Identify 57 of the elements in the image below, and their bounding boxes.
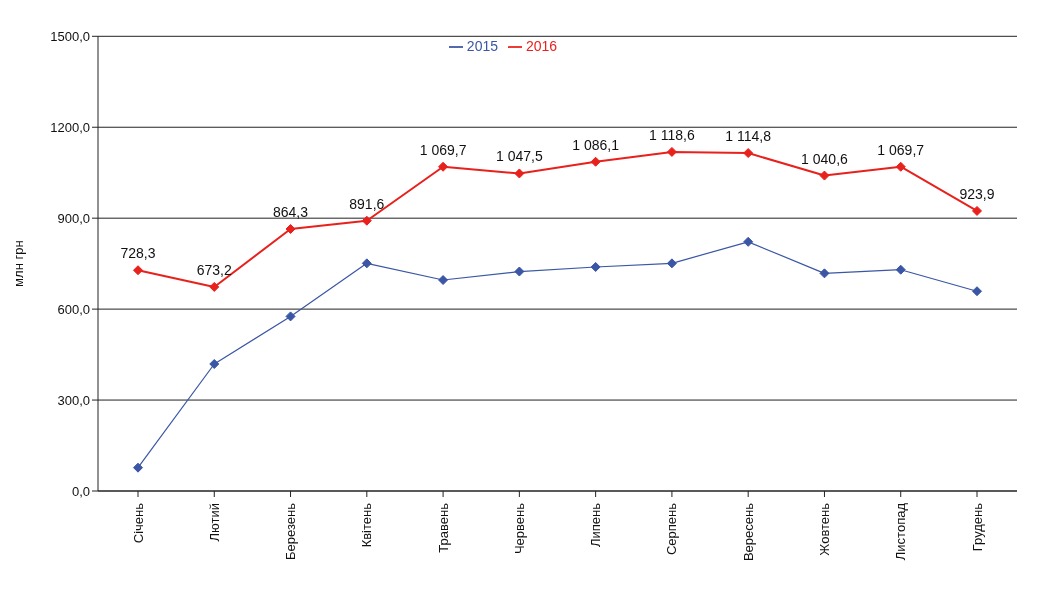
point xyxy=(819,170,830,181)
data-label: 1 069,7 xyxy=(877,141,925,158)
x-tick-label: Листопад xyxy=(893,502,909,561)
point xyxy=(285,224,296,234)
y-tick-label: 900,0 xyxy=(57,210,90,226)
legend-label: 2016 xyxy=(526,38,558,54)
x-tick-label: Травень xyxy=(435,502,451,553)
data-label: 673,2 xyxy=(196,261,232,278)
x-tick-label: Червень xyxy=(511,502,527,555)
data-label: 728,3 xyxy=(120,245,156,262)
data-label: 1 114,8 xyxy=(725,128,772,145)
point xyxy=(133,462,143,473)
x-tick-label: Жовтень xyxy=(816,502,832,556)
point xyxy=(209,281,220,292)
point xyxy=(514,266,525,277)
y-tick-label: 1500,0 xyxy=(50,28,90,44)
x-tick-label: Липень xyxy=(588,502,604,548)
point xyxy=(361,258,372,269)
point xyxy=(972,205,982,216)
point xyxy=(743,236,754,247)
x-tick-label: Грудень xyxy=(969,502,985,552)
y-tick-label: 1200,0 xyxy=(50,119,90,135)
point xyxy=(209,358,220,369)
x-tick-label: Березень xyxy=(283,502,299,560)
x-tick-label: Лютий xyxy=(206,503,222,542)
point xyxy=(666,146,677,157)
data-label: 923,9 xyxy=(959,185,995,202)
point xyxy=(438,275,449,286)
data-label: 891,6 xyxy=(349,195,385,212)
point xyxy=(895,264,906,275)
data-label: 1 047,5 xyxy=(496,148,543,165)
point xyxy=(590,261,601,272)
x-tick-label: Квітень xyxy=(359,502,375,548)
point xyxy=(666,258,677,269)
y-tick-label: 600,0 xyxy=(57,301,90,317)
y-axis-title: млн грн xyxy=(10,240,26,287)
data-label: 1 069,7 xyxy=(419,141,467,158)
point xyxy=(743,148,754,159)
point xyxy=(438,161,449,172)
point xyxy=(895,161,906,172)
x-tick-label: Вересень xyxy=(740,502,756,562)
data-label: 864,3 xyxy=(273,204,309,220)
x-tick-label: Січень xyxy=(130,502,146,544)
point xyxy=(133,265,143,276)
point xyxy=(819,268,830,279)
x-tick-label: Серпень xyxy=(664,502,680,556)
legend-label: 2015 xyxy=(466,38,498,54)
point xyxy=(514,168,525,179)
y-tick-label: 0,0 xyxy=(71,483,90,499)
point xyxy=(361,215,372,226)
point xyxy=(972,286,982,297)
data-label: 1 040,6 xyxy=(801,150,849,167)
point xyxy=(285,311,296,322)
point xyxy=(590,156,601,167)
y-tick-label: 300,0 xyxy=(57,392,90,408)
data-label: 1 118,6 xyxy=(649,126,695,143)
data-label: 1 086,1 xyxy=(572,136,620,153)
